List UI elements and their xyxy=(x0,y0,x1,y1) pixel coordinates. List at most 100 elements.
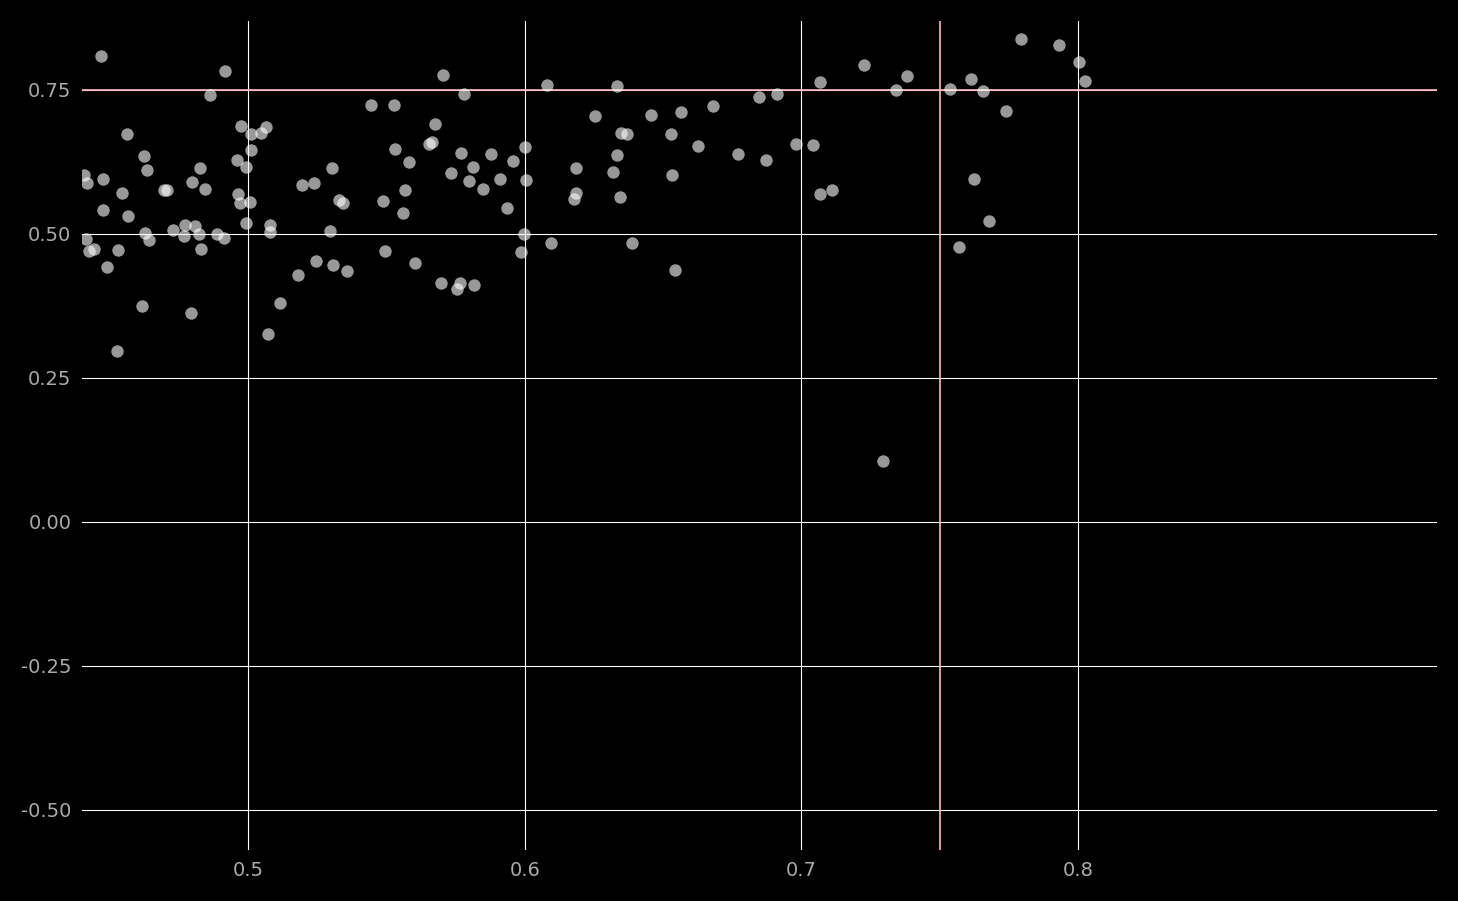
Point xyxy=(564,161,588,176)
Point xyxy=(659,127,682,141)
Point xyxy=(608,190,631,205)
Point xyxy=(977,214,1000,228)
Point xyxy=(155,183,178,197)
Point xyxy=(194,182,217,196)
Point xyxy=(726,147,749,161)
Point xyxy=(370,194,394,208)
Point xyxy=(187,227,210,241)
Point xyxy=(962,172,986,187)
Point xyxy=(821,182,844,196)
Point xyxy=(258,224,281,239)
Point xyxy=(440,166,464,180)
Point xyxy=(539,236,563,250)
Point xyxy=(583,109,607,123)
Point xyxy=(605,78,628,93)
Point xyxy=(198,87,222,102)
Point xyxy=(939,82,962,96)
Point xyxy=(809,187,833,201)
Point xyxy=(235,215,258,230)
Point xyxy=(95,259,118,274)
Point xyxy=(620,236,643,250)
Point xyxy=(471,182,494,196)
Point xyxy=(885,82,908,96)
Point xyxy=(808,76,831,90)
Point xyxy=(6,157,29,171)
Point xyxy=(601,165,624,179)
Point xyxy=(488,172,512,187)
Point xyxy=(373,244,397,259)
Point xyxy=(181,174,204,188)
Point xyxy=(1047,38,1070,52)
Point xyxy=(213,63,236,77)
Point xyxy=(971,84,994,98)
Point xyxy=(462,278,486,292)
Point xyxy=(38,183,61,197)
Point xyxy=(153,183,176,197)
Point xyxy=(130,299,153,314)
Point xyxy=(137,232,160,247)
Point xyxy=(174,218,197,232)
Point xyxy=(639,107,662,122)
Point xyxy=(458,174,481,188)
Point xyxy=(0,190,15,205)
Point xyxy=(359,97,382,112)
Point xyxy=(605,148,628,162)
Point xyxy=(959,71,983,86)
Point xyxy=(994,104,1018,118)
Point xyxy=(513,140,537,154)
Point xyxy=(420,135,443,150)
Point xyxy=(948,240,971,254)
Point xyxy=(391,206,414,221)
Point xyxy=(190,242,213,257)
Point xyxy=(74,232,98,246)
Point xyxy=(446,282,469,296)
Point xyxy=(502,153,525,168)
Point xyxy=(701,99,725,114)
Point xyxy=(61,179,85,194)
Point xyxy=(1009,32,1032,46)
Point xyxy=(235,160,258,175)
Point xyxy=(392,182,416,196)
Point xyxy=(784,136,808,150)
Point xyxy=(31,372,54,387)
Point xyxy=(660,168,684,183)
Point xyxy=(802,137,825,151)
Point xyxy=(418,136,442,150)
Point xyxy=(61,223,85,238)
Point xyxy=(319,160,343,175)
Point xyxy=(302,177,325,191)
Point xyxy=(255,120,278,134)
Point xyxy=(564,186,588,200)
Point xyxy=(765,86,789,101)
Point xyxy=(290,177,313,192)
Point xyxy=(1067,55,1091,69)
Point xyxy=(383,142,407,157)
Point xyxy=(26,325,50,340)
Point xyxy=(239,143,262,158)
Point xyxy=(249,126,273,141)
Point xyxy=(90,203,114,217)
Point xyxy=(162,223,185,237)
Point xyxy=(398,155,421,169)
Point xyxy=(109,186,133,200)
Point xyxy=(382,97,405,112)
Point xyxy=(755,152,779,167)
Point xyxy=(0,282,15,296)
Point xyxy=(335,263,359,278)
Point xyxy=(213,231,236,245)
Point xyxy=(188,160,211,175)
Point xyxy=(82,242,105,257)
Point xyxy=(432,68,455,82)
Point xyxy=(669,105,693,120)
Point xyxy=(1073,73,1096,87)
Point xyxy=(179,305,203,320)
Point xyxy=(20,153,44,168)
Point xyxy=(872,453,895,468)
Point xyxy=(327,193,350,207)
Point xyxy=(106,242,130,257)
Point xyxy=(117,208,140,223)
Point xyxy=(90,172,114,187)
Point xyxy=(133,226,156,241)
Point xyxy=(448,276,471,290)
Point xyxy=(318,223,341,238)
